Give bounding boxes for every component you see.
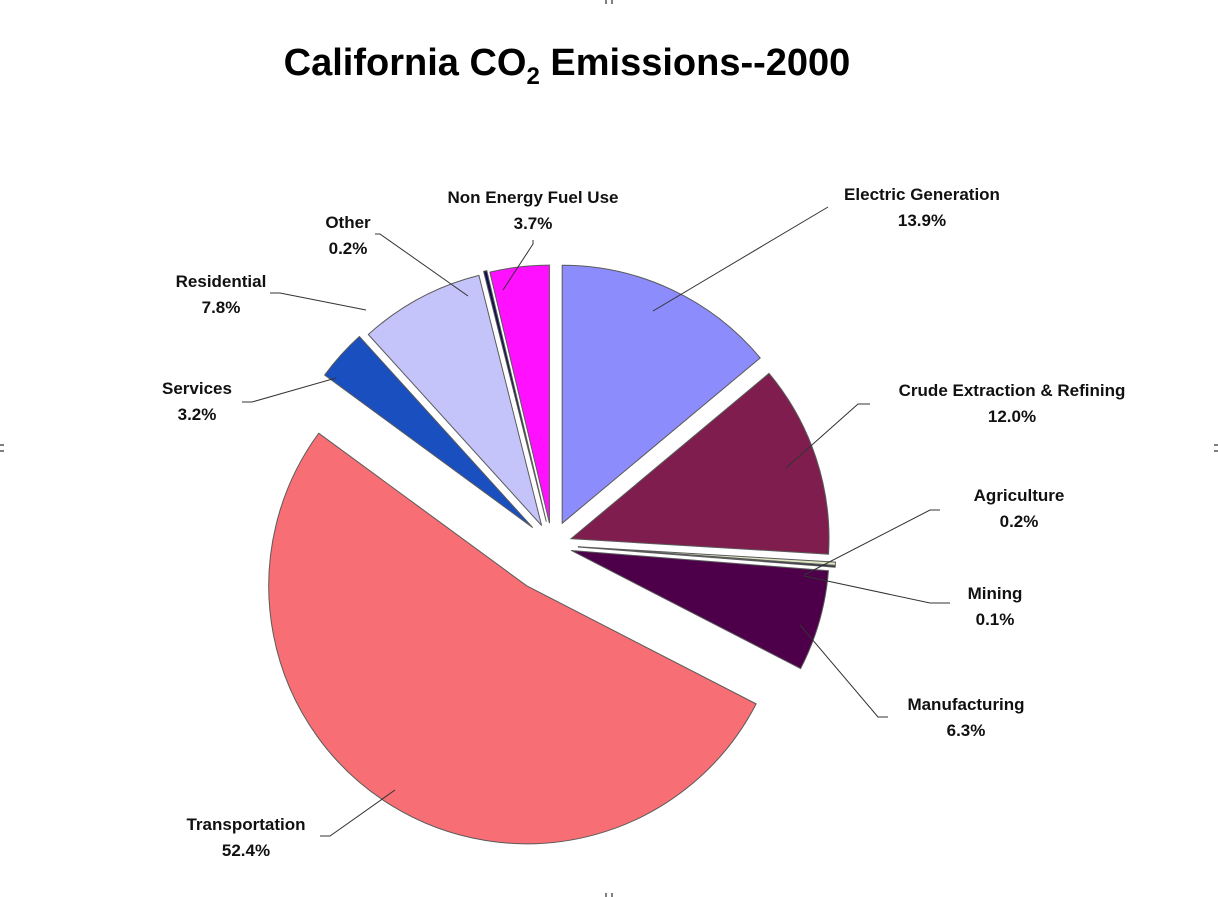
- slice-label-other: Other: [325, 213, 371, 232]
- slice-percent-other: 0.2%: [329, 239, 368, 258]
- slice-electric-generation: [561, 264, 761, 525]
- slice-percent-mining: 0.1%: [976, 610, 1015, 629]
- slice-labels: Electric Generation 13.9% Crude Extraction…: [162, 185, 1125, 860]
- slice-label-non-energy-fuel-use: Non Energy Fuel Use: [448, 188, 619, 207]
- slice-label-manufacturing: Manufacturing: [907, 695, 1024, 714]
- slice-label-agriculture: Agriculture: [974, 486, 1065, 505]
- chart-title-subscript: 2: [526, 63, 539, 90]
- slice-percent-agriculture: 0.2%: [1000, 512, 1039, 531]
- slice-mining: [577, 546, 836, 568]
- slice-percent-non-energy-fuel-use: 3.7%: [514, 214, 553, 233]
- leader-line-mining: [803, 575, 950, 604]
- slice-services: [323, 335, 534, 528]
- slice-manufacturing: [571, 549, 829, 670]
- leader-line-electric-generation: [652, 206, 829, 312]
- slice-label-electric-generation: Electric Generation: [844, 185, 1000, 204]
- slice-crude-extraction-and-refining: [569, 372, 830, 555]
- leader-line-non-energy-fuel-use: [502, 240, 534, 291]
- slice-percent-manufacturing: 6.3%: [947, 721, 986, 740]
- leader-line-agriculture: [803, 509, 940, 576]
- slice-percent-transportation: 52.4%: [222, 841, 270, 860]
- leader-line-transportation: [320, 789, 396, 837]
- slice-other: [482, 270, 547, 522]
- slice-label-residential: Residential: [176, 272, 267, 291]
- slice-percent-services: 3.2%: [178, 405, 217, 424]
- slice-residential: [367, 274, 543, 526]
- slice-transportation: [268, 432, 757, 845]
- leader-line-other: [375, 233, 469, 297]
- slice-percent-crude-extraction-and-refining: 12.0%: [988, 407, 1036, 426]
- slice-label-transportation: Transportation: [186, 815, 305, 834]
- chart-title: California CO2 Emissions--2000: [284, 42, 851, 90]
- slice-non-energy-fuel-use: [489, 264, 550, 524]
- slice-percent-residential: 7.8%: [202, 298, 241, 317]
- slice-percent-electric-generation: 13.9%: [898, 211, 946, 230]
- pie-slices: [268, 264, 837, 845]
- leader-line-services: [242, 377, 337, 403]
- slice-label-mining: Mining: [968, 584, 1023, 603]
- leader-line-manufacturing: [799, 624, 888, 718]
- slice-label-crude-extraction-and-refining: Crude Extraction & Refining: [899, 381, 1126, 400]
- leader-lines: [242, 206, 950, 837]
- chart-title-suffix: Emissions--2000: [540, 42, 850, 84]
- leader-line-crude-extraction-and-refining: [785, 403, 870, 469]
- slice-label-services: Services: [162, 379, 232, 398]
- leader-line-residential: [270, 292, 367, 311]
- chart-title-main: California CO: [284, 42, 527, 84]
